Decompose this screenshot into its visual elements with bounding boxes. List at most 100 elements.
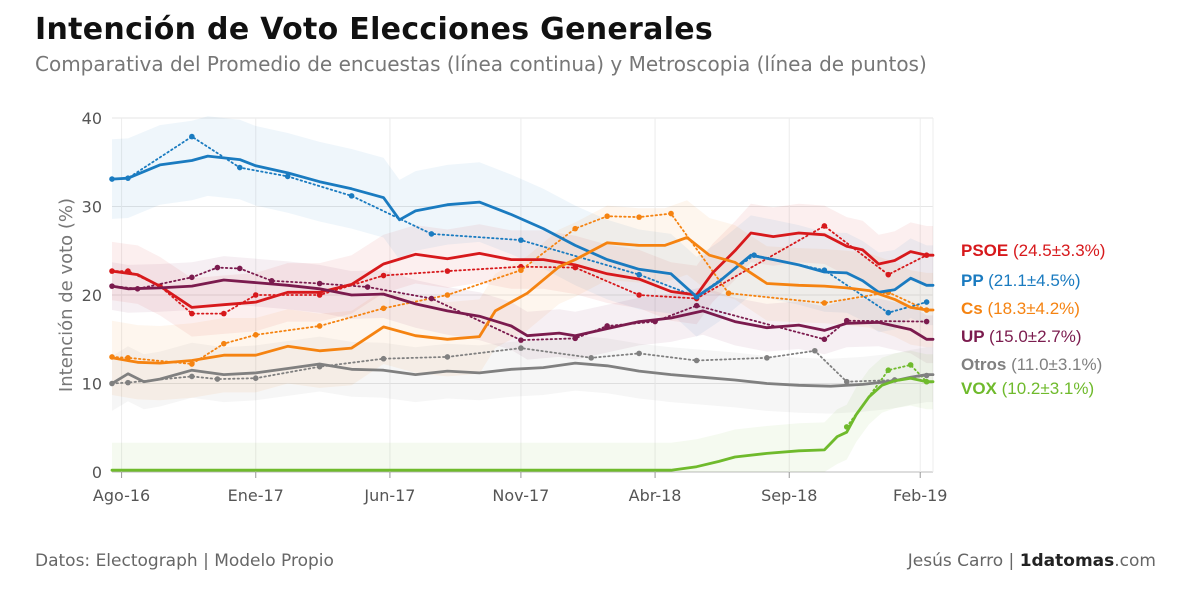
- legend-value: (18.3±4.2%): [987, 299, 1080, 318]
- metroscopia-point-otros: [636, 350, 642, 357]
- metroscopia-point-otros: [189, 373, 195, 380]
- metroscopia-point-pp: [348, 193, 355, 199]
- metroscopia-line-pp: [111, 135, 928, 314]
- legend-value: (10.2±3.1%): [1002, 379, 1095, 398]
- legend-value: (21.1±4.5%): [988, 271, 1081, 290]
- metroscopia-point-cs: [221, 340, 227, 347]
- x-tick-label: Sep-18: [761, 486, 817, 505]
- average-line-otros: [110, 361, 935, 388]
- metroscopia-point-up: [268, 278, 275, 284]
- x-tick-label: Jun-17: [363, 486, 415, 505]
- metroscopia-point-cs: [252, 332, 259, 338]
- average-line-cs: [110, 236, 935, 365]
- brand-name: 1datomas: [1019, 551, 1115, 571]
- legend-name: UP: [961, 327, 989, 346]
- y-tick-label: 40: [82, 109, 102, 128]
- chart-subtitle: Comparativa del Promedio de encuestas (l…: [35, 52, 927, 76]
- legend-entry-vox: VOX (10.2±3.1%): [961, 379, 1094, 398]
- metroscopia-point-up: [518, 337, 524, 343]
- legend-entry-pp: PP (21.1±4.5%): [961, 271, 1081, 290]
- y-tick-label: 0: [92, 463, 102, 482]
- metroscopia-point-cs: [518, 267, 524, 274]
- metroscopia-point-cs: [821, 300, 828, 306]
- metroscopia-point-cs: [725, 290, 732, 297]
- metroscopia-point-vox: [885, 367, 892, 374]
- metroscopia-point-otros: [764, 355, 770, 361]
- x-tick-label: Abr-18: [629, 486, 682, 505]
- metroscopia-point-otros: [693, 357, 700, 364]
- average-line-up: [110, 278, 935, 341]
- legend-entry-otros: Otros (11.0±3.1%): [961, 355, 1102, 374]
- x-tick-label: Ene-17: [228, 486, 284, 505]
- metroscopia-point-up: [428, 295, 435, 302]
- metroscopia-point-cs: [444, 292, 451, 298]
- metroscopia-point-psoe: [636, 292, 642, 298]
- legend: PSOE (24.5±3.3%)PP (21.1±4.5%)Cs (18.3±4…: [961, 241, 1105, 398]
- metroscopia-point-up: [572, 335, 579, 342]
- legend-name: PSOE: [961, 241, 1013, 260]
- metroscopia-point-up: [821, 336, 828, 343]
- x-tick-label: Ago-16: [93, 486, 150, 505]
- confidence-bands: [112, 116, 933, 472]
- confidence-band-vox: [112, 350, 933, 472]
- brand-suffix: .com: [1114, 551, 1156, 571]
- metroscopia-point-up: [236, 265, 243, 272]
- metroscopia-point-up: [923, 318, 930, 325]
- legend-name: PP: [961, 271, 988, 290]
- metroscopia-point-vox: [907, 362, 914, 368]
- legend-entry-cs: Cs (18.3±4.2%): [961, 299, 1080, 318]
- metroscopia-point-cs: [189, 361, 195, 367]
- axes: 0 10 20 30 40 Ago-16 Ene-17 Jun-17 Nov-17 Abr-18 S…: [56, 109, 947, 505]
- metroscopia-point-otros: [252, 375, 259, 381]
- metroscopia-point-cs: [572, 225, 579, 232]
- legend-name: Otros: [961, 355, 1011, 374]
- x-tick-label: Feb-19: [893, 486, 947, 505]
- average-line-vox: [110, 376, 935, 472]
- metroscopia-point-otros: [125, 379, 131, 386]
- metroscopia-point-otros: [812, 347, 818, 354]
- metroscopia-point-pp: [518, 237, 524, 243]
- metroscopia-point-up: [214, 264, 221, 271]
- legend-value: (24.5±3.3%): [1013, 241, 1106, 260]
- data-source: Datos: Electograph | Modelo Propio: [35, 551, 334, 571]
- metroscopia-point-psoe: [444, 268, 451, 274]
- legend-entry-psoe: PSOE (24.5±3.3%): [961, 241, 1105, 260]
- metroscopia-point-otros: [444, 354, 451, 360]
- metroscopia-point-psoe: [380, 272, 387, 279]
- y-tick-label: 20: [82, 286, 102, 305]
- x-tick-label: Nov-17: [492, 486, 549, 505]
- y-tick-label: 30: [82, 198, 102, 217]
- metroscopia-point-up: [316, 280, 323, 287]
- author-credit: Jesús Carro | 1datomas.com: [908, 551, 1156, 571]
- metroscopia-point-pp: [923, 299, 930, 305]
- metroscopia-line-psoe: [111, 224, 928, 315]
- metroscopia-point-otros: [380, 355, 387, 362]
- metroscopia-point-pp: [189, 133, 195, 140]
- series-lines: [109, 133, 935, 472]
- metroscopia-point-psoe: [821, 223, 828, 229]
- y-tick-label: 10: [82, 375, 102, 394]
- metroscopia-point-pp: [236, 164, 243, 171]
- metroscopia-point-pp: [428, 231, 435, 237]
- author-name: Jesús Carro |: [907, 551, 1020, 571]
- legend-value: (11.0±3.1%): [1011, 355, 1102, 374]
- metroscopia-point-cs: [668, 210, 674, 217]
- legend-entry-up: UP (15.0±2.7%): [961, 327, 1082, 346]
- metroscopia-point-psoe: [189, 310, 195, 317]
- metroscopia-point-otros: [518, 345, 524, 351]
- average-line-psoe: [110, 231, 935, 309]
- metroscopia-point-pp: [636, 271, 642, 278]
- metroscopia-point-otros: [843, 378, 850, 385]
- metroscopia-point-up: [693, 302, 700, 309]
- metroscopia-point-psoe: [252, 292, 259, 298]
- legend-value: (15.0±2.7%): [989, 327, 1082, 346]
- metroscopia-point-cs: [316, 323, 323, 329]
- confidence-band-otros: [112, 335, 933, 414]
- legend-name: VOX: [961, 379, 1002, 398]
- metroscopia-point-pp: [284, 173, 291, 180]
- metroscopia-point-otros: [214, 376, 221, 382]
- metroscopia-point-cs: [604, 213, 610, 220]
- legend-name: Cs: [961, 299, 987, 318]
- metroscopia-point-cs: [636, 214, 642, 220]
- metroscopia-point-psoe: [221, 310, 227, 317]
